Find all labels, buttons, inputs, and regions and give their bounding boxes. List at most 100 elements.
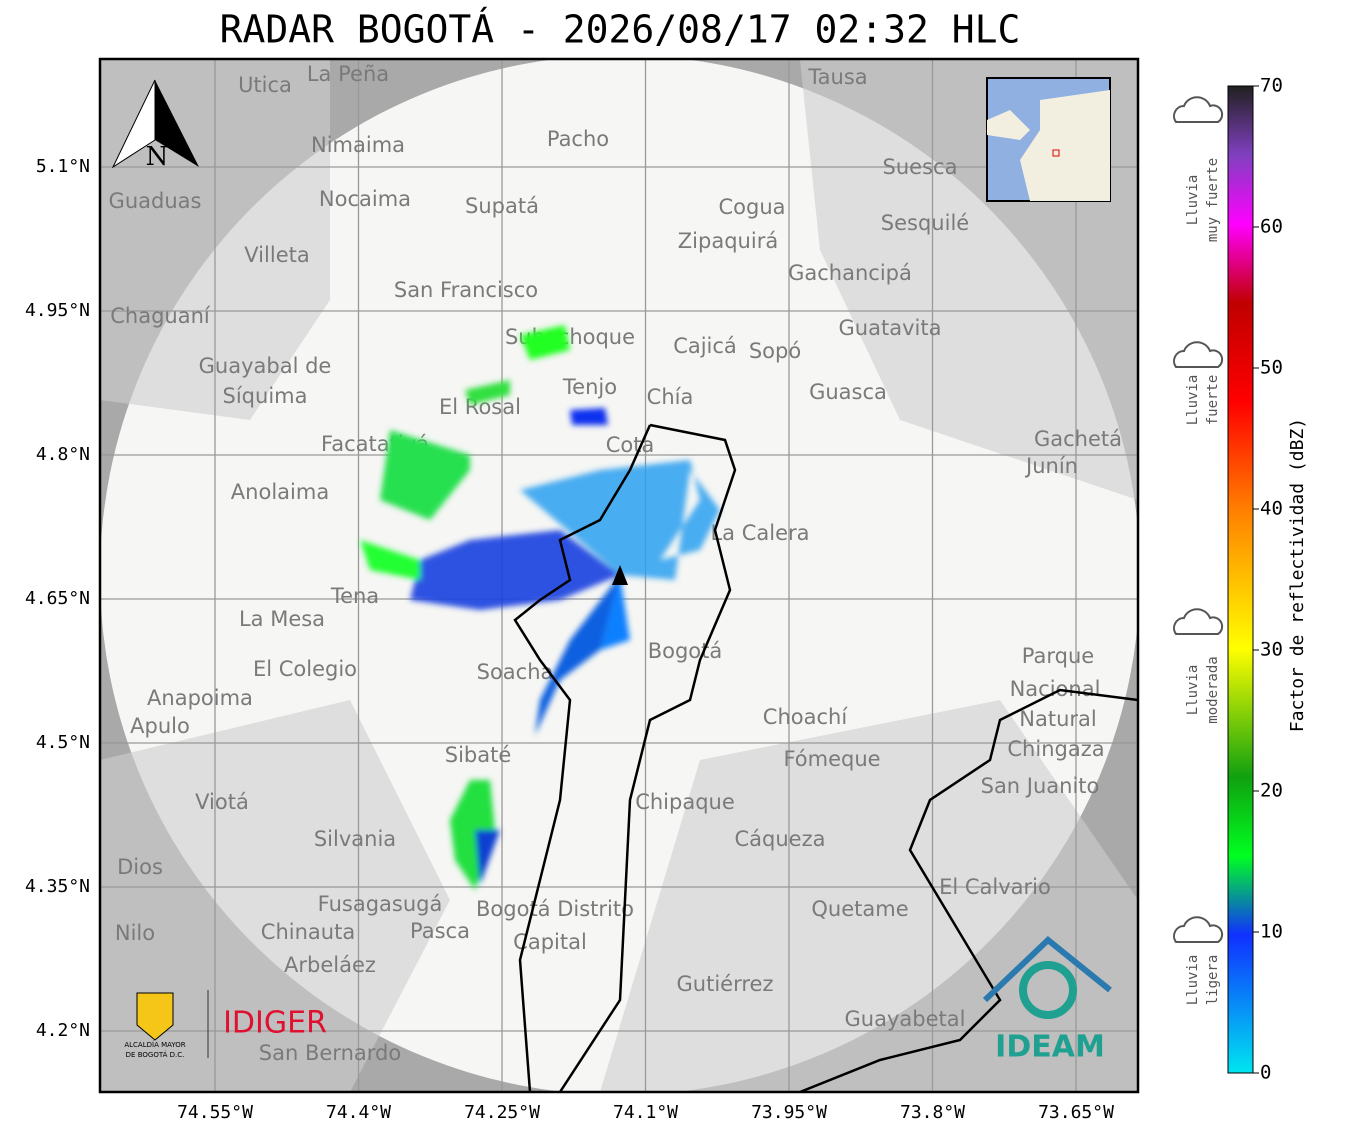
place-label: Nacional [1010,677,1101,701]
lat-label: 4.8°N [36,444,90,465]
place-label: Chía [647,385,694,409]
place-label: Anolaima [231,480,329,504]
lat-label: 4.2°N [36,1020,90,1041]
lon-label: 74.4°W [326,1102,391,1123]
place-label: Tausa [807,65,867,89]
place-label: Choachí [763,705,849,729]
north-label: N [146,142,169,172]
place-label: Chinauta [261,920,355,944]
place-label: Suesca [883,155,958,179]
place-label: Junín [1024,454,1078,478]
place-label: Nimaima [311,133,405,157]
place-label: Nocaima [319,187,411,211]
place-label: Apulo [130,714,190,738]
graticule [100,59,1138,1092]
radar-echoes [360,325,720,890]
place-label: San Bernardo [259,1041,401,1065]
place-label: Sibaté [445,743,512,767]
logo-alcaldia: ALCALDÍA MAYOR DE BOGOTÁ D.C. [124,990,209,1059]
place-label: Chingaza [1007,737,1104,761]
place-label: Pasca [410,919,470,943]
place-label: Tenjo [562,375,617,399]
lon-label: 74.25°W [464,1102,540,1123]
lon-label: 74.1°W [613,1102,678,1123]
colorbar-tick-label: 20 [1260,780,1283,802]
place-label: El Calvario [939,875,1051,899]
cloud-icon [1173,608,1224,635]
logo-ideam: IDEAM [982,936,1112,1065]
colorbar-tick-label: 0 [1260,1062,1271,1084]
map: La Peña Utica Tausa Pacho Nimaima Guaduas Noca… [100,59,1138,1092]
place-label: Sopó [749,339,801,363]
category-label: muy fuerte [1205,158,1221,242]
lon-label: 73.8°W [900,1102,965,1123]
colorbar-tick-label: 30 [1260,639,1283,661]
title: RADAR BOGOTÁ - 2026/08/17 02:32 HLC [220,8,1021,52]
place-label: Natural [1019,707,1096,731]
category-label: Lluvia [1185,955,1201,1006]
inset-map [986,77,1111,202]
map-frame [98,57,1140,1094]
cloud-icon [1173,916,1224,943]
place-label: Quetame [811,897,908,921]
place-label: Guatavita [839,316,942,340]
place-label: Dios [117,855,163,879]
category-label: Lluvia [1185,175,1201,226]
place-label: La Mesa [239,607,325,631]
category-label: Lluvia [1185,665,1201,716]
place-label: La Calera [710,521,809,545]
colorbar-tick-label: 40 [1260,498,1283,520]
place-label: Pacho [547,127,609,151]
place-label: Gachetá [1034,427,1122,451]
place-label: Cogua [718,195,785,219]
north-arrow: N [111,79,199,172]
place-label: Viotá [195,790,249,814]
lat-label: 4.65°N [25,588,90,609]
place-labels: La Peña Utica Tausa Pacho Nimaima Guaduas Noca… [109,62,1122,1065]
category-label: moderada [1205,656,1221,723]
place-label: Tena [330,584,379,608]
category-label: fuerte [1205,375,1221,426]
ideam-label: IDEAM [995,1030,1105,1065]
lat-label: 5.1°N [36,156,90,177]
place-label: La Peña [307,62,389,86]
place-label: Bogotá [648,639,723,663]
lat-label: 4.95°N [25,300,90,321]
place-label: El Colegio [253,657,357,681]
place-label: Silvania [314,827,396,851]
place-label: Nilo [115,921,155,945]
alcaldia-line: ALCALDÍA MAYOR [124,1040,185,1049]
colorbar-tick-label: 50 [1260,357,1283,379]
place-label: Cota [606,433,655,457]
place-label: Gachancipá [788,261,912,285]
colorbar [1227,85,1254,1074]
place-label: San Juanito [981,774,1100,798]
lon-label: 73.95°W [751,1102,827,1123]
place-label: Soacha [477,660,554,684]
place-label: Guaduas [109,189,202,213]
place-label: Bogotá Distrito [476,897,634,921]
place-label: Síquima [223,384,308,408]
place-label: Arbeláez [284,953,376,977]
place-label: Sesquilé [881,211,969,235]
place-label: Guayabetal [845,1007,966,1031]
cloud-icon [1173,341,1224,368]
place-label: Utica [238,73,292,97]
place-label: Guasca [809,380,887,404]
place-label: Villeta [244,243,309,267]
place-label: Zipaquirá [678,229,778,253]
colorbar-tick-label: 70 [1260,75,1283,97]
radar-site [612,565,628,585]
alcaldia-line: DE BOGOTÁ D.C. [126,1050,185,1059]
category-label: ligera [1205,955,1221,1006]
place-label: Fómeque [783,747,880,771]
place-label: Cáqueza [735,827,826,851]
place-label: Gutiérrez [677,972,774,996]
place-label: Fusagasugá [318,892,443,916]
place-label: Cajicá [673,334,737,358]
borders [513,423,1138,1092]
lat-label: 4.35°N [25,876,90,897]
place-label: Parque [1022,644,1094,668]
